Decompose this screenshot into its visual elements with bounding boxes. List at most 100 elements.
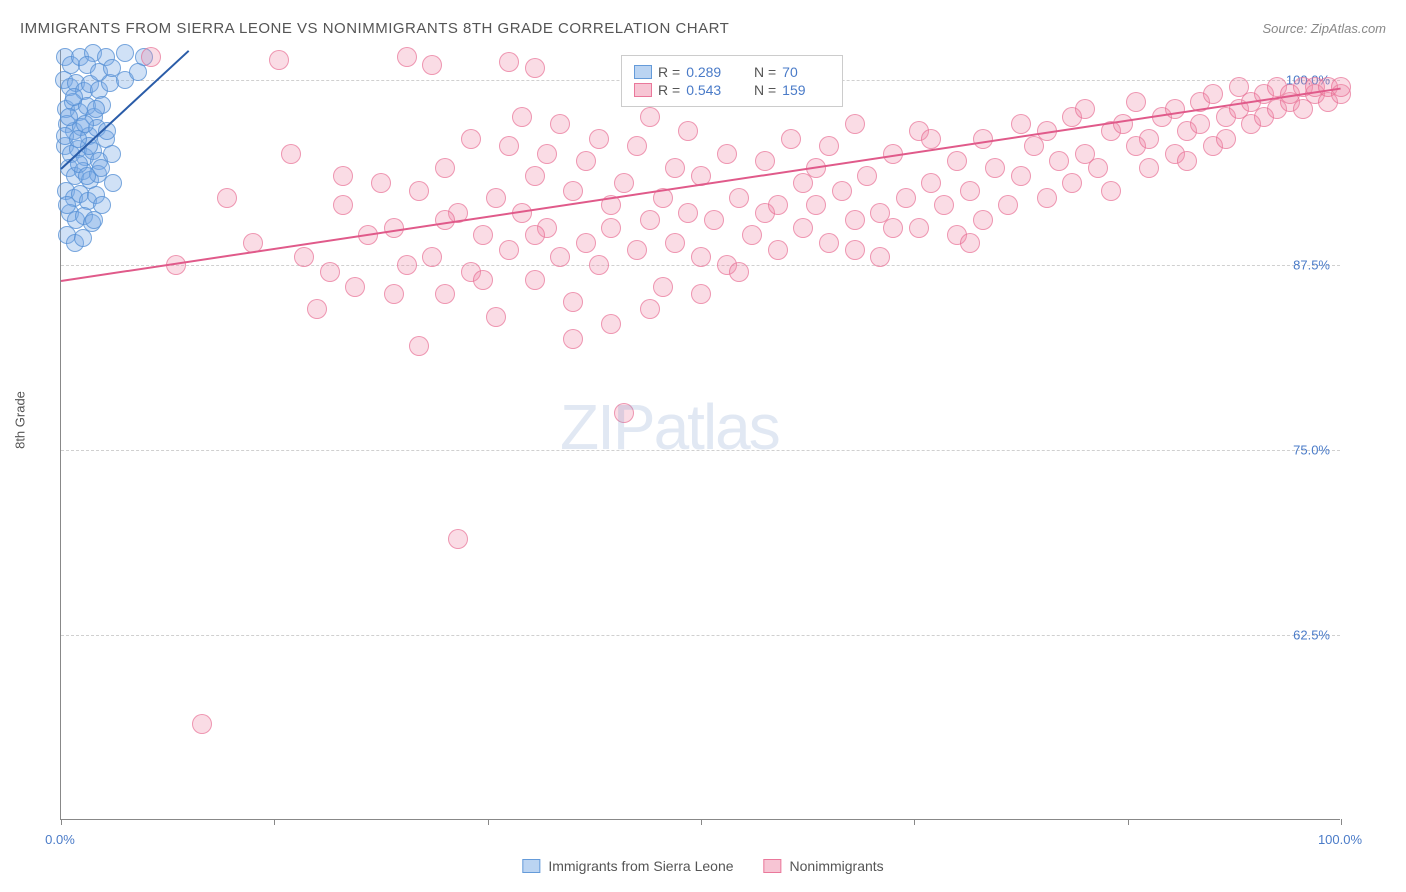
point-nonimmigrants bbox=[729, 188, 749, 208]
point-nonimmigrants bbox=[589, 255, 609, 275]
point-nonimmigrants bbox=[473, 225, 493, 245]
point-nonimmigrants bbox=[729, 262, 749, 282]
point-immigrants bbox=[65, 88, 83, 106]
point-nonimmigrants bbox=[269, 50, 289, 70]
point-nonimmigrants bbox=[601, 314, 621, 334]
point-nonimmigrants bbox=[845, 210, 865, 230]
point-nonimmigrants bbox=[665, 158, 685, 178]
point-nonimmigrants bbox=[576, 233, 596, 253]
point-immigrants bbox=[103, 145, 121, 163]
point-nonimmigrants bbox=[397, 255, 417, 275]
legend-item-pink: Nonimmigrants bbox=[764, 858, 884, 874]
legend-stats: R = 0.289 N = 70 R = 0.543 N = 159 bbox=[621, 55, 843, 107]
point-nonimmigrants bbox=[691, 284, 711, 304]
point-nonimmigrants bbox=[550, 247, 570, 267]
xtick bbox=[274, 819, 275, 825]
point-nonimmigrants bbox=[537, 144, 557, 164]
point-nonimmigrants bbox=[422, 247, 442, 267]
point-nonimmigrants bbox=[678, 121, 698, 141]
point-nonimmigrants bbox=[947, 151, 967, 171]
n-value: 159 bbox=[782, 82, 830, 98]
point-nonimmigrants bbox=[563, 181, 583, 201]
point-nonimmigrants bbox=[307, 299, 327, 319]
r-label: R = bbox=[658, 64, 680, 80]
point-immigrants bbox=[87, 100, 105, 118]
point-nonimmigrants bbox=[1113, 114, 1133, 134]
chart-header: IMMIGRANTS FROM SIERRA LEONE VS NONIMMIG… bbox=[20, 20, 1386, 37]
point-nonimmigrants bbox=[960, 181, 980, 201]
point-nonimmigrants bbox=[563, 292, 583, 312]
point-nonimmigrants bbox=[640, 107, 660, 127]
point-nonimmigrants bbox=[819, 136, 839, 156]
legend-label-blue: Immigrants from Sierra Leone bbox=[548, 858, 733, 874]
point-immigrants bbox=[116, 44, 134, 62]
point-nonimmigrants bbox=[281, 144, 301, 164]
swatch-blue-icon bbox=[522, 859, 540, 873]
point-nonimmigrants bbox=[883, 218, 903, 238]
point-nonimmigrants bbox=[1331, 77, 1351, 97]
point-nonimmigrants bbox=[1011, 166, 1031, 186]
swatch-pink-icon bbox=[634, 83, 652, 97]
point-nonimmigrants bbox=[640, 210, 660, 230]
point-nonimmigrants bbox=[1177, 151, 1197, 171]
swatch-blue-icon bbox=[634, 65, 652, 79]
point-nonimmigrants bbox=[397, 47, 417, 67]
point-nonimmigrants bbox=[691, 247, 711, 267]
point-nonimmigrants bbox=[512, 107, 532, 127]
point-nonimmigrants bbox=[601, 218, 621, 238]
point-nonimmigrants bbox=[217, 188, 237, 208]
r-label: R = bbox=[658, 82, 680, 98]
n-value: 70 bbox=[782, 64, 830, 80]
point-nonimmigrants bbox=[192, 714, 212, 734]
point-nonimmigrants bbox=[870, 247, 890, 267]
y-axis-label: 8th Grade bbox=[13, 391, 28, 449]
legend-bottom: Immigrants from Sierra Leone Nonimmigran… bbox=[522, 858, 883, 874]
point-nonimmigrants bbox=[525, 58, 545, 78]
point-nonimmigrants bbox=[921, 173, 941, 193]
point-nonimmigrants bbox=[435, 284, 455, 304]
point-nonimmigrants bbox=[435, 158, 455, 178]
point-nonimmigrants bbox=[499, 136, 519, 156]
point-nonimmigrants bbox=[525, 166, 545, 186]
gridline-h bbox=[61, 635, 1340, 636]
point-nonimmigrants bbox=[294, 247, 314, 267]
point-nonimmigrants bbox=[845, 240, 865, 260]
point-nonimmigrants bbox=[973, 210, 993, 230]
point-immigrants bbox=[60, 108, 78, 126]
point-nonimmigrants bbox=[589, 129, 609, 149]
point-nonimmigrants bbox=[550, 114, 570, 134]
legend-stats-row: R = 0.543 N = 159 bbox=[634, 82, 830, 98]
point-nonimmigrants bbox=[832, 181, 852, 201]
point-nonimmigrants bbox=[998, 195, 1018, 215]
point-nonimmigrants bbox=[1011, 114, 1031, 134]
point-nonimmigrants bbox=[525, 270, 545, 290]
xtick bbox=[61, 819, 62, 825]
point-nonimmigrants bbox=[576, 151, 596, 171]
legend-stats-row: R = 0.289 N = 70 bbox=[634, 64, 830, 80]
point-nonimmigrants bbox=[384, 218, 404, 238]
point-nonimmigrants bbox=[384, 284, 404, 304]
n-label: N = bbox=[754, 82, 776, 98]
point-nonimmigrants bbox=[614, 173, 634, 193]
point-nonimmigrants bbox=[409, 181, 429, 201]
point-nonimmigrants bbox=[1190, 114, 1210, 134]
point-nonimmigrants bbox=[768, 195, 788, 215]
point-nonimmigrants bbox=[1075, 99, 1095, 119]
point-immigrants bbox=[78, 167, 96, 185]
chart-title: IMMIGRANTS FROM SIERRA LEONE VS NONIMMIG… bbox=[20, 20, 729, 37]
point-nonimmigrants bbox=[448, 529, 468, 549]
xtick bbox=[914, 819, 915, 825]
point-nonimmigrants bbox=[371, 173, 391, 193]
point-nonimmigrants bbox=[525, 225, 545, 245]
point-nonimmigrants bbox=[499, 52, 519, 72]
point-nonimmigrants bbox=[640, 299, 660, 319]
point-nonimmigrants bbox=[973, 129, 993, 149]
n-label: N = bbox=[754, 64, 776, 80]
point-nonimmigrants bbox=[985, 158, 1005, 178]
ytick-label: 87.5% bbox=[1293, 257, 1330, 272]
point-nonimmigrants bbox=[781, 129, 801, 149]
point-nonimmigrants bbox=[1165, 99, 1185, 119]
point-nonimmigrants bbox=[1101, 181, 1121, 201]
point-nonimmigrants bbox=[806, 195, 826, 215]
swatch-pink-icon bbox=[764, 859, 782, 873]
